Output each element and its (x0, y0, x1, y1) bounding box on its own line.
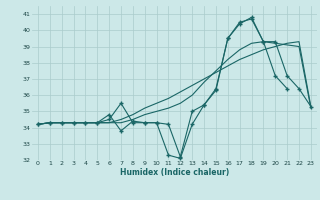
X-axis label: Humidex (Indice chaleur): Humidex (Indice chaleur) (120, 168, 229, 177)
